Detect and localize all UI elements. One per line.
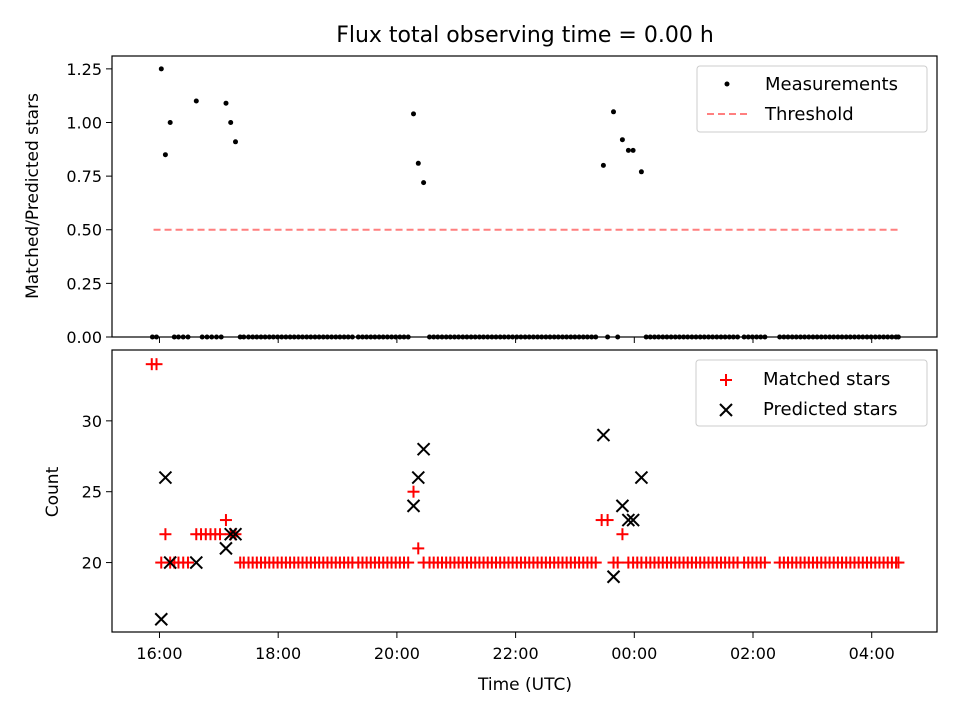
matched-star-marker [150, 358, 163, 371]
count-y-tick-label: 20 [82, 554, 102, 573]
measurement-point [193, 98, 199, 104]
predicted-star-marker [163, 555, 177, 570]
count-plot-frame [111, 349, 938, 633]
predicted-star-marker [158, 470, 173, 485]
predicted-star-marker [596, 428, 611, 442]
matched-star-marker [214, 528, 227, 541]
count-x-tick-label: 02:00 [730, 644, 776, 663]
count-legend: Matched stars Predicted stars [695, 359, 928, 427]
legend-threshold-label: Threshold [764, 104, 854, 125]
predicted-star-marker [228, 527, 243, 541]
ratio-y-tick-label: 0.75 [66, 167, 102, 186]
measurement-point [223, 100, 229, 106]
predicted-star-marker [606, 570, 621, 584]
legend-measurements-label: Measurements [765, 74, 898, 95]
measurement-point [600, 162, 606, 168]
predicted-star-marker [154, 612, 168, 626]
matched-star-marker [616, 528, 629, 541]
matched-star-marker [611, 556, 624, 569]
ratio-plot-frame [111, 55, 938, 338]
measurement-point [638, 169, 644, 175]
measurement-point [630, 147, 636, 153]
predicted-star-marker [411, 470, 425, 485]
figure-title: Flux total observing time = 0.00 h [336, 23, 714, 48]
count-x-tick-label: 20:00 [374, 644, 420, 663]
matched-star-marker [159, 528, 172, 541]
ratio-legend: Measurements Threshold [696, 65, 928, 133]
measurement-point [619, 137, 625, 143]
count-x-tick-label: 00:00 [611, 644, 657, 663]
ratio-legend-box [696, 65, 928, 133]
predicted-star-marker [223, 527, 238, 541]
measurement-point [162, 152, 168, 158]
matched-star-marker [589, 556, 602, 569]
count-panel: 20 25 30 16:00 18:00 20:00 22:00 00:00 02:00 04:… [43, 349, 938, 695]
legend-matched-marker [720, 374, 732, 386]
measurement-point [611, 109, 616, 115]
predicted-star-marker [615, 499, 630, 513]
legend-matched-label: Matched stars [763, 369, 890, 390]
predicted-star-marker [416, 442, 431, 456]
count-x-axis: 16:00 18:00 20:00 22:00 00:00 02:00 04:00 [136, 632, 895, 663]
count-x-tick-label: 22:00 [493, 644, 539, 663]
measurement-point [421, 180, 427, 186]
ratio-x-ticks [158, 337, 873, 343]
ratio-y-tick-label: 0.50 [66, 221, 102, 240]
ratio-y-tick-label: 0.25 [66, 274, 102, 293]
ratio-panel: 0.00 0.25 0.50 0.75 1.00 1.25 Matched/Predict… [23, 55, 938, 347]
ratio-y-tick-label: 1.25 [66, 60, 102, 79]
predicted-star-marker [621, 513, 636, 527]
measurement-point [228, 120, 234, 125]
count-legend-box [695, 359, 928, 427]
matched-star-marker [219, 514, 232, 527]
ratio-y-axis: 0.00 0.25 0.50 0.75 1.00 1.25 [66, 60, 112, 347]
measurement-point [158, 66, 164, 72]
count-y-tick-label: 30 [82, 412, 102, 431]
matched-star-marker [758, 556, 771, 569]
ratio-y-tick-label: 0.00 [66, 328, 102, 347]
ratio-y-axis-label: Matched/Predicted stars [23, 93, 43, 299]
ratio-y-tick-label: 1.00 [66, 113, 102, 132]
measurement-point [411, 111, 416, 117]
matched-star-marker [402, 556, 415, 569]
matched-star-marker [892, 556, 905, 569]
count-x-tick-label: 18:00 [255, 644, 301, 663]
measurement-point [233, 139, 238, 145]
matched-star-marker [407, 485, 420, 498]
legend-predicted-label: Predicted stars [763, 399, 897, 420]
count-x-tick-label: 16:00 [136, 644, 182, 663]
count-x-axis-label: Time (UTC) [477, 675, 572, 695]
matched-star-marker [412, 542, 425, 555]
matched-star-marker [181, 556, 194, 569]
count-x-tick-label: 04:00 [849, 644, 895, 663]
measurement-point [415, 160, 421, 166]
measurement-point [167, 120, 173, 125]
count-y-tick-label: 25 [82, 483, 102, 502]
count-y-axis: 20 25 30 [82, 412, 112, 573]
count-plot-data [145, 358, 905, 626]
legend-measurements-marker [724, 81, 730, 87]
count-y-axis-label: Count [43, 466, 63, 517]
legend-predicted-marker [719, 403, 733, 417]
predicted-star-marker [219, 541, 233, 556]
measurement-point [625, 147, 631, 153]
predicted-star-marker [189, 555, 203, 570]
predicted-star-marker [634, 470, 649, 485]
predicted-star-marker [406, 499, 421, 513]
predicted-star-marker [626, 513, 640, 527]
matched-star-marker [601, 514, 614, 527]
